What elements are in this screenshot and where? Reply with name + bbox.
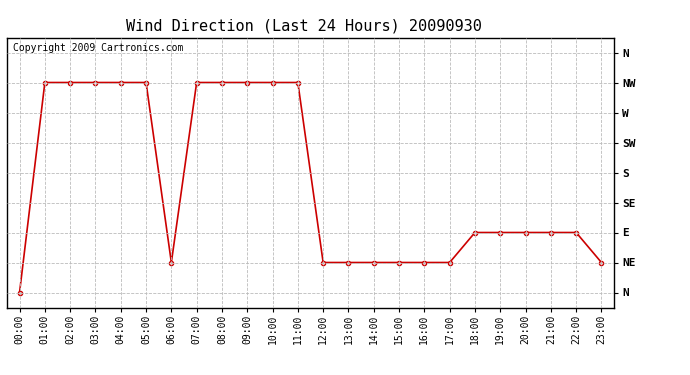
Text: Wind Direction (Last 24 Hours) 20090930: Wind Direction (Last 24 Hours) 20090930 [126,19,482,34]
Text: Copyright 2009 Cartronics.com: Copyright 2009 Cartronics.com [13,43,184,53]
